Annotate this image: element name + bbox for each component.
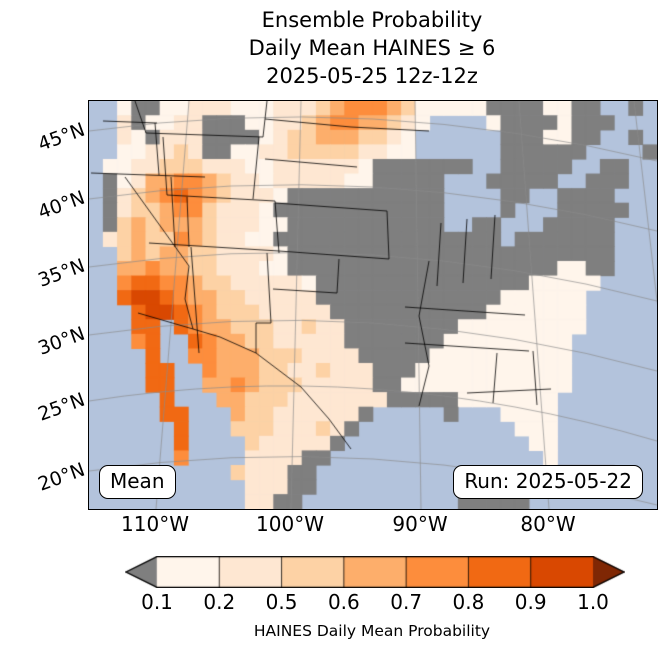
title-line-2: Daily Mean HAINES ≥ 6 <box>248 36 496 60</box>
colorbar-tick-label: 0.2 <box>203 590 236 614</box>
lon-tick-label: 110°W <box>121 512 189 536</box>
lat-tick-label: 25°N <box>35 388 88 426</box>
lat-tick-label: 30°N <box>35 322 88 360</box>
lat-tick-label: 45°N <box>35 118 88 156</box>
colorbar-tick-label: 1.0 <box>577 590 609 614</box>
map-canvas <box>89 101 657 509</box>
lon-tick-label: 90°W <box>392 512 448 536</box>
lat-tick-label: 20°N <box>35 458 88 496</box>
colorbar-tick-label: 0.9 <box>514 590 547 614</box>
colorbar-tick-label: 0.7 <box>390 590 423 614</box>
lon-tick-label: 100°W <box>256 512 324 536</box>
colorbar-label: HAINES Daily Mean Probability <box>253 622 491 640</box>
lon-tick-label: 80°W <box>520 512 576 536</box>
chart-title: Ensemble Probability Daily Mean HAINES ≥… <box>88 6 656 90</box>
colorbar-canvas <box>125 556 625 588</box>
title-line-1: Ensemble Probability <box>261 8 483 32</box>
colorbar-tick-label: 0.6 <box>327 590 360 614</box>
colorbar-tick-label: 0.1 <box>141 590 173 614</box>
title-line-3: 2025-05-25 12z-12z <box>266 64 478 88</box>
run-badge: Run: 2025-05-22 <box>453 465 643 499</box>
lat-tick-label: 35°N <box>35 254 88 292</box>
colorbar-tick-label: 0.8 <box>452 590 485 614</box>
colorbar-tick-label: 0.5 <box>265 590 298 614</box>
lat-tick-label: 40°N <box>35 186 88 224</box>
mean-badge: Mean <box>99 465 176 499</box>
map-frame: Mean Run: 2025-05-22 <box>88 100 658 510</box>
